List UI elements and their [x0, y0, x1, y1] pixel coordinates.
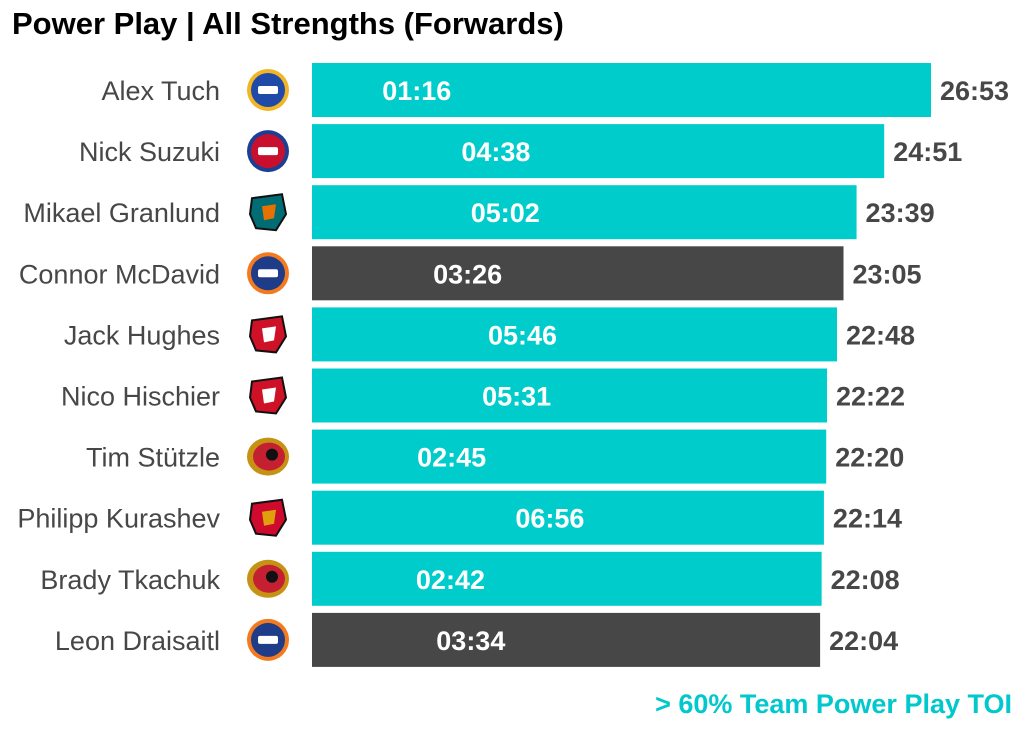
- chicago-blackhawks-logo-icon: [248, 498, 288, 537]
- player-label: Mikael Granlund: [23, 198, 220, 228]
- san-jose-sharks-logo-icon: [248, 193, 288, 232]
- total-value-label: 22:20: [835, 443, 904, 473]
- bar-row: Nico Hischier 05:31 22:22: [61, 368, 905, 423]
- inner-value-label: 05:02: [471, 198, 540, 228]
- player-label: Alex Tuch: [101, 76, 220, 106]
- total-value-label: 24:51: [893, 137, 962, 167]
- inner-value-label: 02:45: [417, 443, 486, 473]
- inner-value-label: 05:31: [482, 382, 551, 412]
- edmonton-oilers-logo-icon: [247, 618, 289, 661]
- bar: [312, 551, 822, 606]
- bar: [312, 246, 844, 301]
- ottawa-senators-logo-icon: [247, 437, 289, 476]
- bar-row: Nick Suzuki 04:38 24:51: [79, 124, 962, 179]
- inner-value-label: 04:38: [461, 137, 530, 167]
- bar: [312, 368, 828, 423]
- ottawa-senators-logo-icon: [247, 559, 289, 598]
- bar: [312, 490, 824, 545]
- bar-row: Mikael Granlund 05:02 23:39: [23, 185, 935, 240]
- inner-value-label: 05:46: [488, 320, 557, 350]
- player-label: Leon Draisaitl: [55, 626, 220, 656]
- player-label: Nico Hischier: [61, 382, 220, 412]
- inner-value-label: 03:26: [433, 259, 502, 289]
- total-value-label: 23:05: [853, 259, 922, 289]
- player-label: Tim Stützle: [86, 443, 220, 473]
- bar-row: Brady Tkachuk 02:42 22:08: [40, 551, 900, 606]
- montreal-canadiens-logo-icon: [247, 130, 289, 173]
- player-label: Connor McDavid: [19, 259, 220, 289]
- total-value-label: 26:53: [940, 76, 1009, 106]
- bar: [312, 63, 931, 117]
- total-value-label: 22:48: [846, 320, 915, 350]
- total-value-label: 22:14: [833, 504, 902, 534]
- bar-row: Alex Tuch 01:16 26:53: [101, 63, 1009, 117]
- bar: [312, 185, 857, 240]
- new-jersey-devils-logo-icon: [248, 315, 288, 354]
- inner-value-label: 03:34: [436, 626, 505, 656]
- total-value-label: 23:39: [866, 198, 935, 228]
- player-label: Brady Tkachuk: [40, 565, 220, 595]
- bar: [312, 612, 821, 667]
- bar-row: Tim Stützle 02:45 22:20: [86, 429, 904, 484]
- bar-row: Leon Draisaitl 03:34 22:04: [55, 612, 898, 667]
- player-label: Nick Suzuki: [79, 137, 220, 167]
- footnote: > 60% Team Power Play TOI: [655, 689, 1012, 719]
- total-value-label: 22:04: [829, 626, 898, 656]
- inner-value-label: 06:56: [515, 504, 584, 534]
- buffalo-sabres-logo-icon: [247, 69, 289, 111]
- new-jersey-devils-logo-icon: [248, 376, 288, 415]
- edmonton-oilers-logo-icon: [247, 252, 289, 295]
- chart-title: Power Play | All Strengths (Forwards): [12, 6, 564, 41]
- player-label: Jack Hughes: [64, 320, 220, 350]
- total-value-label: 22:22: [836, 382, 905, 412]
- player-label: Philipp Kurashev: [17, 504, 220, 534]
- bar: [312, 307, 837, 362]
- bar-row: Connor McDavid 03:26 23:05: [19, 246, 922, 301]
- bar-row: Jack Hughes 05:46 22:48: [64, 307, 915, 362]
- inner-value-label: 01:16: [382, 76, 451, 106]
- bar-row: Philipp Kurashev 06:56 22:14: [17, 490, 902, 545]
- bar: [312, 124, 885, 179]
- inner-value-label: 02:42: [416, 565, 485, 595]
- total-value-label: 22:08: [831, 565, 900, 595]
- bar: [312, 429, 827, 484]
